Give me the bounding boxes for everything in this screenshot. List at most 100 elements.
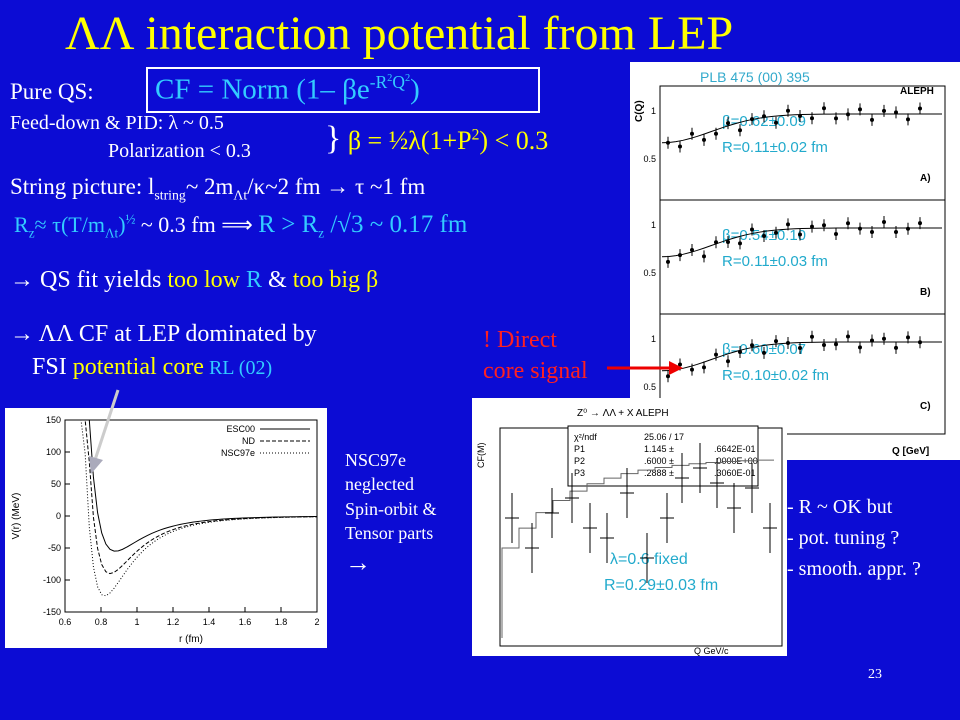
polarization: Polarization < 0.3 [108, 140, 251, 162]
y-label: CF(M) [476, 443, 486, 469]
r-label: R=0.10±0.02 fm [722, 367, 829, 384]
nsc-note: NSC97e neglected Spin-orbit & Tensor parts → [345, 448, 437, 580]
text: - R ~ OK but [787, 496, 893, 518]
text: } [325, 120, 342, 157]
fit-entry: P3 [574, 468, 585, 478]
fit-curve [661, 341, 942, 372]
text: ½ [125, 211, 136, 227]
text: ~ 2m [185, 174, 234, 199]
potential-curve [68, 419, 318, 597]
y-tick-label: 0.5 [643, 382, 656, 392]
string-picture: String picture: lstring~ 2mΛt/κ~2 fm → τ… [10, 175, 425, 202]
bullet-2: → ΛΛ CF at LEP dominated by [10, 321, 317, 347]
fit-entry: P1 [574, 444, 585, 454]
brand: ALEPH [900, 86, 934, 97]
text: e [356, 73, 370, 106]
cf-plot: Z⁰ → ΛΛ + X ALEPH CF(M) Q GeV/c λ=0.6 fi… [472, 398, 787, 656]
potential-curve [68, 419, 318, 575]
text: ) [410, 73, 420, 106]
beta-relation: } β = ½λ(1+P2) < 0.3 [325, 122, 548, 156]
arrow-head [89, 456, 103, 474]
direct-signal: ! Direct core signal [483, 325, 588, 387]
fit-entry: 25.06 / 17 [644, 432, 684, 442]
plot-title: Z⁰ → ΛΛ + X ALEPH [577, 408, 669, 419]
fit-entry: P2 [574, 456, 585, 466]
x-tick-label: 0.8 [95, 617, 108, 627]
text: Λt [104, 225, 119, 241]
y-tick-label: 0.5 [643, 268, 656, 278]
plot-bg [630, 62, 960, 460]
y-tick-label: -100 [43, 575, 61, 585]
formula-box [146, 67, 540, 113]
r-label: R=0.29±0.03 fm [604, 577, 718, 594]
text: FSI [32, 354, 73, 380]
text: z [28, 225, 35, 241]
text: Q [392, 72, 405, 92]
text: CF = Norm (1– β [155, 73, 357, 106]
x-tick-label: 1.4 [203, 617, 216, 627]
x-tick-label: 1.2 [167, 617, 180, 627]
text: R > R [258, 211, 319, 238]
fit-entry: .3060E-01 [714, 468, 756, 478]
y-tick-label: 150 [46, 415, 61, 425]
feed-down: Feed-down & PID: λ ~ 0.5 [10, 112, 224, 134]
fit-entry: χ²/ndf [574, 432, 597, 442]
pure-qs: Pure QS: [10, 79, 94, 104]
y-tick-label: 1 [651, 106, 656, 116]
text: neglected [345, 474, 414, 495]
arrow-shaft [93, 389, 120, 461]
text: string [154, 187, 186, 203]
y-tick-label: 0.5 [643, 154, 656, 164]
fit-box [567, 425, 759, 487]
text: /√3 ~ 0.17 fm [324, 211, 468, 238]
x-label: Q GeV/c [694, 646, 729, 656]
y-tick-label: 100 [46, 447, 61, 457]
text: Tensor parts [345, 522, 434, 543]
remarks: - R ~ OK but - pot. tuning ? - smooth. app… [787, 492, 921, 585]
fit-entry: 1.145 ± [644, 444, 674, 454]
text: → QS fit yields [10, 267, 168, 293]
text: 2 [404, 73, 411, 85]
text: Λt [233, 187, 248, 203]
reference: PLB 475 (00) 395 [700, 69, 810, 85]
x-tick-label: 1 [134, 617, 139, 627]
lambda-label: λ=0.6 fixed [610, 551, 688, 568]
text: R [14, 212, 29, 237]
text: ! Direct [483, 327, 557, 353]
text: ) < 0.3 [479, 126, 549, 155]
fit-entry: .6000 ± [644, 456, 674, 466]
bullet-2b: FSI potential core RL (02) [32, 355, 272, 379]
text: 2 [471, 126, 480, 144]
text: R [246, 267, 263, 293]
fit-entry: .2888 ± [644, 468, 674, 478]
text: ) [118, 212, 126, 237]
y-tick-label: 0 [56, 511, 61, 521]
panel-tag: C) [920, 401, 931, 412]
text: & [262, 267, 293, 293]
bullet-1: → QS fit yields too low R & too big β [10, 268, 378, 292]
legend-label: NSC97e [221, 448, 255, 458]
panel-tag: B) [920, 287, 931, 298]
y-tick-label: 1 [651, 220, 656, 230]
page-number: 23 [868, 667, 882, 682]
aleph-plot: PLB 475 (00) 395 ALEPH C(Q) Q [GeV] β=0.… [630, 62, 960, 460]
fit-step [501, 459, 774, 638]
x-tick-label: 1.8 [275, 617, 288, 627]
y-tick-label: 1 [651, 334, 656, 344]
text: too low [167, 267, 247, 293]
x-tick-label: 2 [314, 617, 319, 627]
potential-plot: V(r) (MeV) r (fm) 150100500-50-100-1500.… [5, 408, 327, 648]
text: - smooth. appr. ? [787, 558, 921, 580]
x-tick-label: 1.6 [239, 617, 252, 627]
legend-label: ND [242, 436, 255, 446]
r-label: R=0.11±0.02 fm [722, 139, 828, 156]
arrow-head [669, 361, 683, 375]
text: NSC97e [345, 450, 407, 470]
text: Spin-orbit & [345, 498, 437, 519]
text: potential core [72, 354, 204, 380]
y-label: C(Q) [634, 100, 645, 122]
y-tick-label: -150 [43, 607, 61, 617]
text: too big β [292, 267, 379, 293]
text: β = ½λ(1+P [347, 126, 472, 155]
